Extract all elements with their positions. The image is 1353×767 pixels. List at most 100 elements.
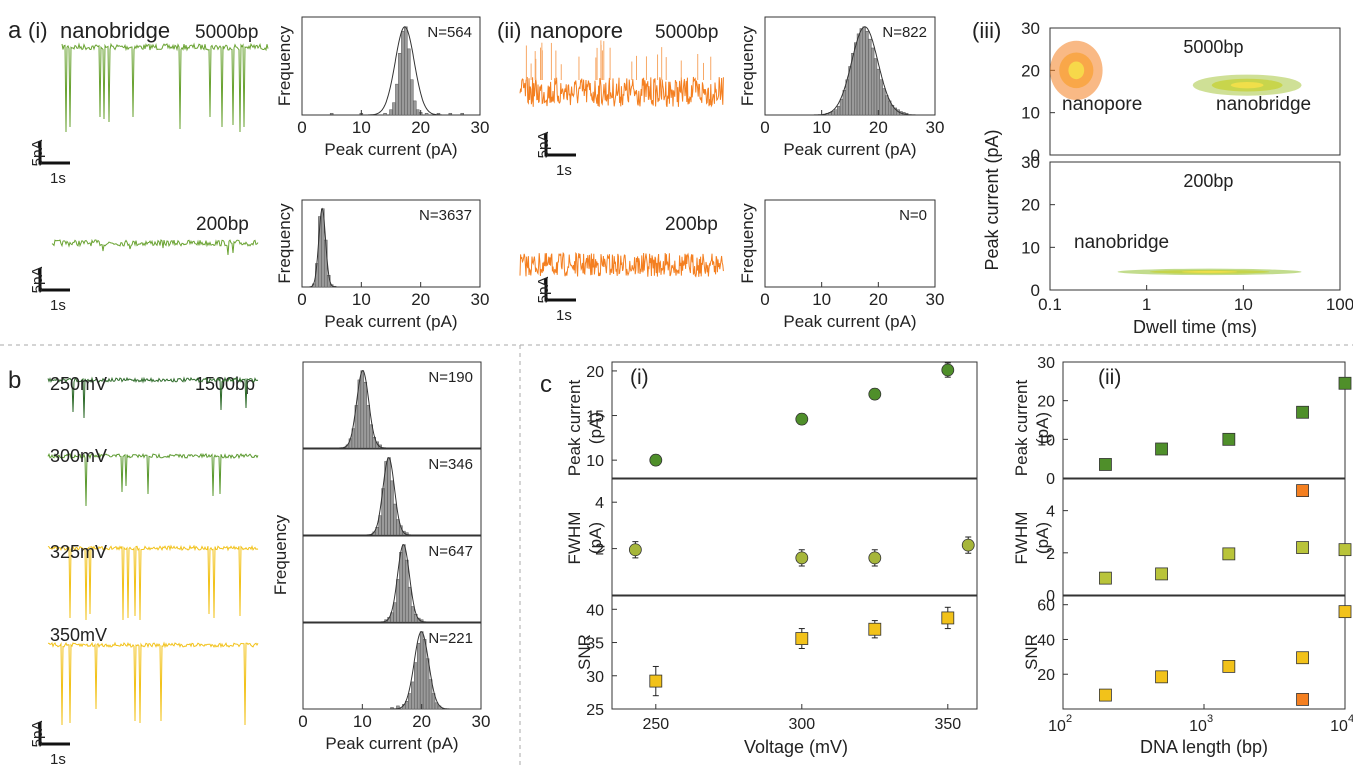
histogram-annotation: N=221 bbox=[428, 630, 473, 647]
histogram-bar bbox=[871, 47, 875, 116]
histogram-annotation: N=3637 bbox=[419, 207, 472, 224]
scatter-ytick-label: 30 bbox=[1037, 355, 1055, 372]
histogram-bar bbox=[424, 112, 429, 116]
histogram-bar bbox=[879, 79, 883, 116]
dwell-title: 5000bp bbox=[1183, 37, 1243, 57]
scatter-point bbox=[868, 387, 882, 401]
dwell-time-panels: 0 10 20 30 5000bp 0 10 20 30 200bp 0.1 1 10 100 bbox=[1021, 19, 1353, 314]
histogram-fit bbox=[302, 207, 480, 288]
histogram-frame bbox=[764, 199, 936, 288]
scatter-point bbox=[795, 551, 809, 565]
histogram-bar bbox=[393, 503, 397, 536]
histogram-bar bbox=[396, 579, 400, 623]
dwell-xtick-label: 100 bbox=[1326, 295, 1353, 314]
histogram-tick-label: 20 bbox=[869, 118, 888, 137]
scatter-point bbox=[941, 611, 955, 625]
histogram-bar bbox=[398, 53, 402, 116]
scatter-xtick-label: 300 bbox=[788, 716, 815, 733]
scatter-xtick-exponent: 3 bbox=[1207, 713, 1213, 725]
histogram-bar bbox=[408, 693, 412, 710]
histogram-fit bbox=[303, 544, 481, 623]
histogram-bar bbox=[873, 58, 878, 116]
histogram-bar bbox=[425, 658, 430, 710]
histogram-tick-label: 0 bbox=[760, 118, 769, 137]
scatter-ytick-label: 15 bbox=[586, 409, 604, 426]
histogram-hist_nanobridge_200: N=3637 0 10 20 30 Peak current (pA) Frequency bbox=[275, 199, 490, 331]
histogram-tick-label: 10 bbox=[812, 290, 831, 309]
scatter-ytick-label: 25 bbox=[586, 702, 604, 719]
histogram-hist_nanobridge_5000: N=564 0 10 20 30 Peak current (pA) Frequency bbox=[275, 16, 490, 159]
histogram-hist_325mV: N=647 bbox=[302, 535, 482, 623]
scalebar-b-x-label: 1s bbox=[50, 751, 66, 767]
dwell-ytick-label: 0 bbox=[1031, 281, 1040, 300]
trace-350mV bbox=[47, 641, 259, 726]
histogram-bar bbox=[399, 552, 403, 623]
scatter-ytick-label: 10 bbox=[586, 453, 604, 470]
histogram-ylabel: Frequency bbox=[275, 203, 294, 284]
scatter-point bbox=[1296, 405, 1309, 419]
label-200bp-a-ii: 200bp bbox=[665, 214, 718, 235]
dwell-time-axis-label: Dwell time (ms) bbox=[1133, 317, 1257, 337]
scatter-point bbox=[941, 363, 955, 377]
histogram-tick-label: 0 bbox=[298, 712, 307, 731]
histogram-tick-label: 30 bbox=[471, 290, 490, 309]
histogram-xlabel: Peak current (pA) bbox=[783, 312, 916, 331]
dwell-ytick-label: 30 bbox=[1021, 19, 1040, 38]
histogram-bar bbox=[845, 79, 849, 116]
histogram-tick-label: 0 bbox=[760, 290, 769, 309]
dwell-ytick-label: 10 bbox=[1021, 104, 1040, 123]
scatter-ytick-label: 4 bbox=[1046, 504, 1055, 521]
histogram-bar bbox=[387, 457, 391, 536]
scatter-point bbox=[1099, 458, 1112, 471]
cii-snr-ylabel: SNR bbox=[1022, 634, 1041, 670]
scatter-point bbox=[1338, 605, 1352, 619]
dwell-cluster-center bbox=[1068, 61, 1085, 80]
trace-nanopore-200 bbox=[519, 251, 724, 278]
dwell-title: 200bp bbox=[1183, 171, 1233, 191]
histogram-bar bbox=[411, 681, 415, 710]
scatter-xtick-label: 350 bbox=[934, 716, 961, 733]
histogram-bar bbox=[859, 28, 864, 116]
scatter-point bbox=[795, 632, 809, 645]
scatter-point bbox=[1155, 670, 1168, 684]
scatter-ytick-label: 20 bbox=[586, 364, 604, 381]
scatter-point bbox=[1296, 693, 1309, 706]
trace-325mV bbox=[47, 544, 259, 621]
scatter-cii_fwhm: 0 2 4 bbox=[1046, 478, 1352, 605]
scatter-xtick-exponent: 2 bbox=[1066, 713, 1072, 725]
ci-peak-ylabel-unit: (pA) bbox=[586, 412, 605, 444]
histogram-tick-label: 30 bbox=[926, 118, 945, 137]
histogram-bar bbox=[839, 98, 844, 116]
histogram-bar bbox=[383, 112, 387, 116]
panel-label-a-ii: (ii) bbox=[497, 18, 521, 43]
cii-peak-ylabel-unit: (pA) bbox=[1033, 412, 1052, 444]
scatter-frame bbox=[611, 595, 978, 710]
histogram-bar bbox=[393, 602, 397, 623]
cii-fwhm-ylabel: FWHM bbox=[1012, 512, 1031, 565]
ci-fwhm-ylabel-unit: (pA) bbox=[586, 522, 605, 554]
scatter-cii_peak: 0 10 20 30 bbox=[1037, 355, 1352, 488]
scatter-ci_fwhm: 24 bbox=[595, 478, 978, 596]
trace-nanobridge-200 bbox=[51, 238, 259, 256]
histogram-xlabel: Peak current (pA) bbox=[783, 140, 916, 159]
scatter-point bbox=[1222, 432, 1236, 446]
scatter-frame bbox=[611, 361, 978, 479]
trace-250mV bbox=[47, 376, 259, 419]
histogram-tick-label: 10 bbox=[352, 118, 371, 137]
dwell-xtick-label: 10 bbox=[1234, 295, 1253, 314]
scatter-point bbox=[1296, 651, 1309, 665]
histogram-annotation: N=0 bbox=[899, 207, 927, 224]
histogram-annotation: N=564 bbox=[427, 24, 472, 41]
histogram-tick-label: 30 bbox=[471, 118, 490, 137]
histogram-bar bbox=[854, 42, 858, 116]
histogram-fit bbox=[303, 370, 481, 449]
histogram-tick-label: 20 bbox=[412, 712, 431, 731]
scalebar-b-y-label: 5pA bbox=[29, 721, 46, 748]
scalebar-a-i-top-x-label: 1s bbox=[50, 170, 66, 187]
histogram-bar bbox=[395, 83, 399, 116]
dwell-ytick-label: 10 bbox=[1021, 238, 1040, 257]
histogram-bar bbox=[422, 639, 427, 710]
scalebar-b bbox=[38, 722, 70, 746]
label-nanobridge-dwell: nanobridge bbox=[1216, 94, 1311, 115]
